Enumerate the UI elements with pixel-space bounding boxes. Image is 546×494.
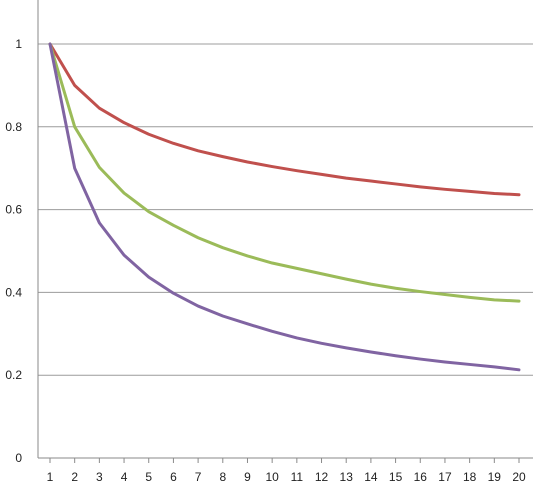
x-tick-label: 9 xyxy=(244,470,251,484)
x-tick-label: 8 xyxy=(219,470,226,484)
x-tick-label: 5 xyxy=(145,470,152,484)
series-line-3 xyxy=(48,42,521,372)
y-tick-label: 1 xyxy=(15,37,22,51)
y-tick-label: 0 xyxy=(15,451,22,465)
x-tick-label: 14 xyxy=(364,470,378,484)
x-tick-label: 6 xyxy=(170,470,177,484)
x-tick-label: 1 xyxy=(47,470,54,484)
gridlines xyxy=(38,43,533,376)
x-tick-label: 19 xyxy=(488,470,502,484)
x-tick-label: 7 xyxy=(195,470,202,484)
y-tick-label: 0.8 xyxy=(5,120,22,134)
x-tick-label: 17 xyxy=(438,470,452,484)
x-tick-label: 10 xyxy=(265,470,279,484)
series-line-2 xyxy=(48,42,521,303)
y-axis-tick-labels: 0 0.2 0.4 0.6 0.8 1 xyxy=(5,37,22,465)
y-tick-label: 0.4 xyxy=(5,285,22,299)
x-tick-label: 11 xyxy=(291,470,304,484)
series-line-1 xyxy=(48,42,521,197)
series-lines xyxy=(48,42,521,372)
x-tick-label: 16 xyxy=(414,470,428,484)
x-tick-label: 2 xyxy=(71,470,78,484)
y-tick-label: 0.2 xyxy=(5,368,22,382)
x-tick-label: 15 xyxy=(389,470,403,484)
axes xyxy=(37,0,533,463)
x-tick-label: 4 xyxy=(121,470,128,484)
x-tick-label: 18 xyxy=(463,470,477,484)
x-tick-label: 13 xyxy=(340,470,354,484)
x-tick-label: 3 xyxy=(96,470,103,484)
x-axis-tick-labels: 1 2 3 4 5 6 7 8 9 10 11 12 13 14 15 16 17 18 19 20 xyxy=(47,470,526,484)
x-tick-label: 12 xyxy=(315,470,329,484)
x-tick-label: 20 xyxy=(512,470,526,484)
y-tick-label: 0.6 xyxy=(5,203,22,217)
